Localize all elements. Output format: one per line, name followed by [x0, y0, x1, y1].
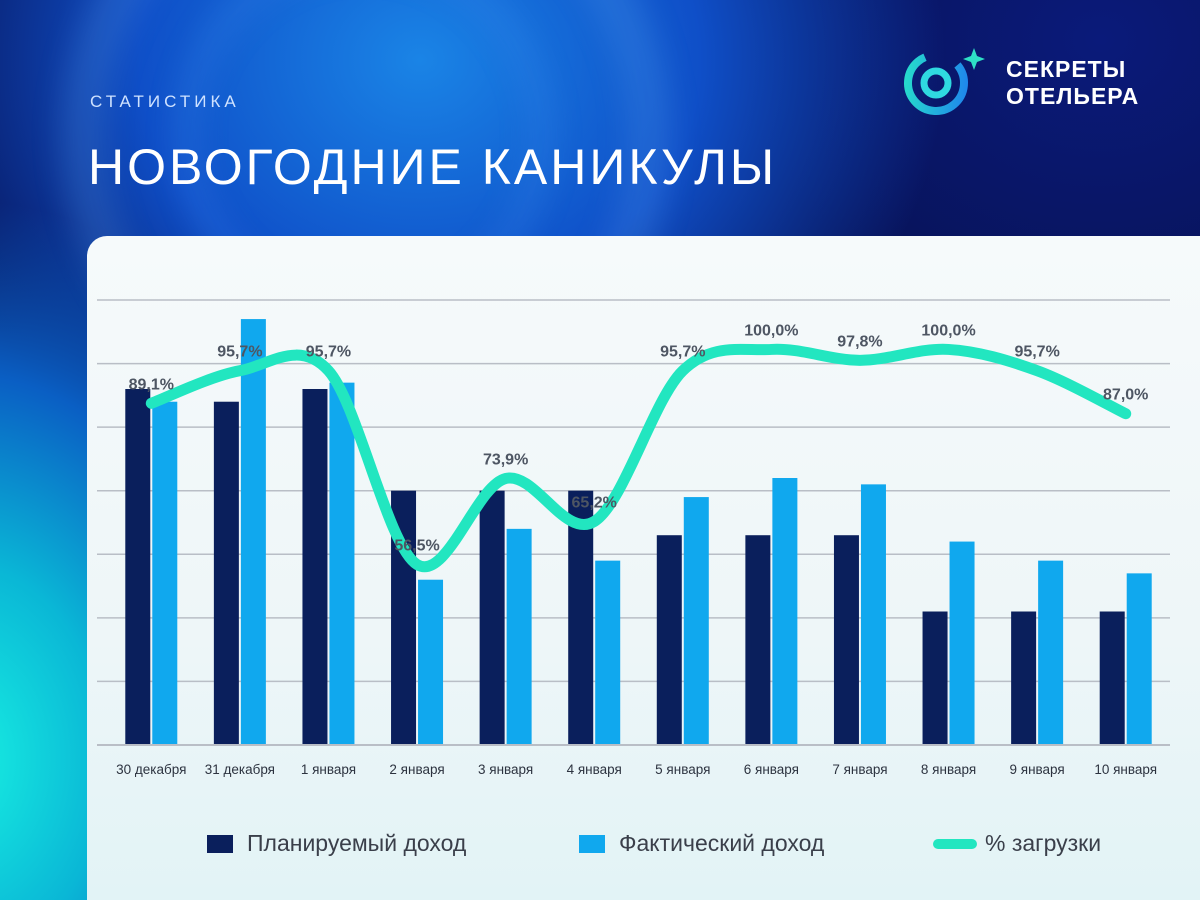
bar-planned: [922, 611, 948, 745]
data-label-load: 95,7%: [1014, 344, 1059, 361]
data-label-load: 56,5%: [394, 538, 439, 555]
bar-actual: [506, 528, 532, 745]
x-tick-label: 7 января: [832, 762, 887, 777]
data-label-load: 95,7%: [660, 344, 705, 361]
bar-actual: [152, 401, 178, 745]
legend-item-load: % загрузки: [933, 830, 1101, 857]
x-tick-label: 8 января: [921, 762, 976, 777]
bar-planned: [745, 535, 771, 745]
bar-actual: [683, 497, 709, 745]
bar-planned: [125, 389, 151, 745]
section-subtitle: СТАТИСТИКА: [90, 92, 240, 111]
legend-item-planned: Планируемый доход: [207, 830, 466, 857]
x-tick-label: 30 декабря: [116, 762, 186, 777]
bar-planned: [833, 535, 859, 745]
legend-swatch-planned: [207, 834, 233, 853]
legend-label-actual: Фактический доход: [619, 830, 825, 856]
bar-planned: [1011, 611, 1037, 745]
x-tick-label: 3 января: [478, 762, 533, 777]
x-tick-label: 10 января: [1094, 762, 1157, 777]
x-tick-label: 31 декабря: [205, 762, 275, 777]
line-load: [145, 343, 1132, 573]
bar-actual: [595, 560, 621, 745]
logo-line-1: СЕКРЕТЫ: [1006, 56, 1127, 82]
data-label-load: 89,1%: [129, 376, 174, 393]
bar-actual: [860, 484, 886, 745]
data-label-load: 97,8%: [837, 333, 882, 350]
data-label-load: 87,0%: [1103, 387, 1148, 404]
chart-legend: Планируемый доход Фактический доход % за…: [87, 824, 1200, 864]
x-tick-label: 4 января: [567, 762, 622, 777]
combo-chart: 30 декабря 31 декабря 1 января 2 января 3 ян…: [97, 299, 1170, 777]
x-tick-label: 9 января: [1010, 762, 1065, 777]
brand-logo: СЕКРЕТЫ ОТЕЛЬЕРА: [898, 40, 1158, 120]
data-label-load: 100,0%: [921, 322, 975, 339]
bar-actual: [240, 319, 266, 745]
data-label-load: 65,2%: [572, 495, 617, 512]
legend-swatch-load: [933, 838, 977, 849]
bar-actual: [949, 541, 975, 745]
x-tick-label: 6 января: [744, 762, 799, 777]
x-tick-label: 1 января: [301, 762, 356, 777]
bar-planned: [479, 490, 505, 745]
bar-actual: [772, 478, 798, 745]
bar-planned: [213, 401, 239, 745]
bar-actual: [418, 579, 444, 745]
bar-actual: [1038, 560, 1064, 745]
chart-card: 30 декабря 31 декабря 1 января 2 января 3 ян…: [87, 236, 1200, 900]
data-label-load: 73,9%: [483, 451, 528, 468]
data-label-load: 100,0%: [744, 322, 798, 339]
x-tick-label: 5 января: [655, 762, 710, 777]
bar-actual: [329, 382, 355, 745]
legend-item-actual: Фактический доход: [579, 830, 824, 857]
legend-label-load: % загрузки: [985, 830, 1102, 856]
logo-line-2: ОТЕЛЬЕРА: [1006, 83, 1140, 109]
legend-swatch-actual: [579, 834, 605, 853]
bar-planned: [568, 490, 594, 745]
page-title: НОВОГОДНИЕ КАНИКУЛЫ: [88, 139, 778, 195]
x-tick-label: 2 января: [389, 762, 444, 777]
bar-planned: [302, 389, 328, 745]
data-label-load: 95,7%: [217, 344, 262, 361]
bar-actual: [1126, 573, 1152, 745]
legend-label-planned: Планируемый доход: [247, 830, 467, 856]
bar-planned: [656, 535, 682, 745]
data-label-load: 95,7%: [306, 344, 351, 361]
bar-planned: [1099, 611, 1125, 745]
orbit-star-icon: [904, 48, 985, 115]
